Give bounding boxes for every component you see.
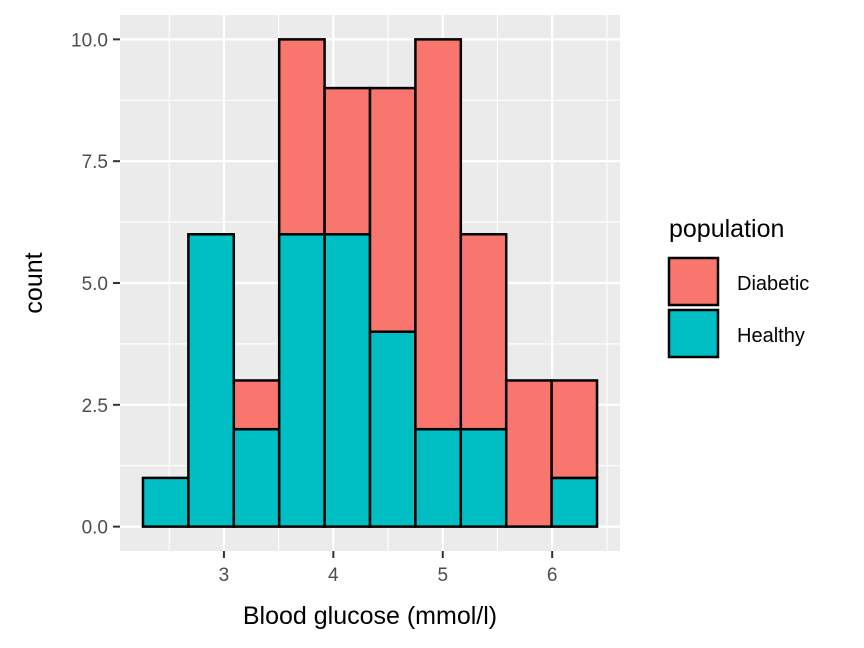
bar-healthy-0 (141, 476, 190, 528)
x-axis: 3 4 5 6 (219, 551, 558, 586)
y-tick-label-0: 0.0 (82, 518, 108, 539)
bar-diabetic-2 (232, 379, 281, 431)
x-axis-title: Blood glucose (mmol/l) (243, 602, 497, 630)
bar-diabetic-7 (459, 233, 508, 431)
bar-healthy-4 (323, 233, 372, 528)
x-tick-label-0: 3 (219, 565, 230, 586)
histogram-bars (141, 38, 599, 528)
y-axis-title: count (20, 252, 48, 313)
legend-key-healthy (667, 308, 720, 359)
y-axis: 0.0 2.5 5.0 7.5 10.0 (71, 30, 120, 539)
y-tick-label-3: 7.5 (82, 152, 108, 173)
bar-diabetic-8 (504, 379, 553, 528)
bar-healthy-3 (277, 233, 326, 528)
bar-diabetic-5 (368, 86, 417, 333)
bar-healthy-7 (459, 427, 508, 528)
legend-label-healthy: Healthy (737, 325, 805, 347)
bar-healthy-5 (368, 330, 417, 528)
bar-diabetic-4 (323, 86, 372, 236)
x-tick-label-1: 4 (328, 565, 339, 586)
x-tick-label-2: 5 (437, 565, 448, 586)
y-tick-label-4: 10.0 (71, 30, 108, 51)
bar-healthy-9 (550, 476, 599, 528)
bar-healthy-1 (187, 233, 236, 528)
legend-key-diabetic (667, 256, 720, 307)
bar-diabetic-9 (550, 379, 599, 480)
bar-diabetic-6 (414, 38, 463, 431)
legend-title: population (669, 215, 784, 243)
bar-diabetic-3 (277, 38, 326, 236)
y-tick-label-2: 5.0 (82, 274, 108, 295)
x-tick-label-3: 6 (547, 565, 558, 586)
bar-healthy-6 (414, 427, 463, 528)
y-tick-label-1: 2.5 (82, 396, 108, 417)
legend: population Diabetic Healthy (667, 215, 809, 359)
bar-healthy-2 (232, 427, 281, 528)
legend-label-diabetic: Diabetic (737, 273, 809, 295)
